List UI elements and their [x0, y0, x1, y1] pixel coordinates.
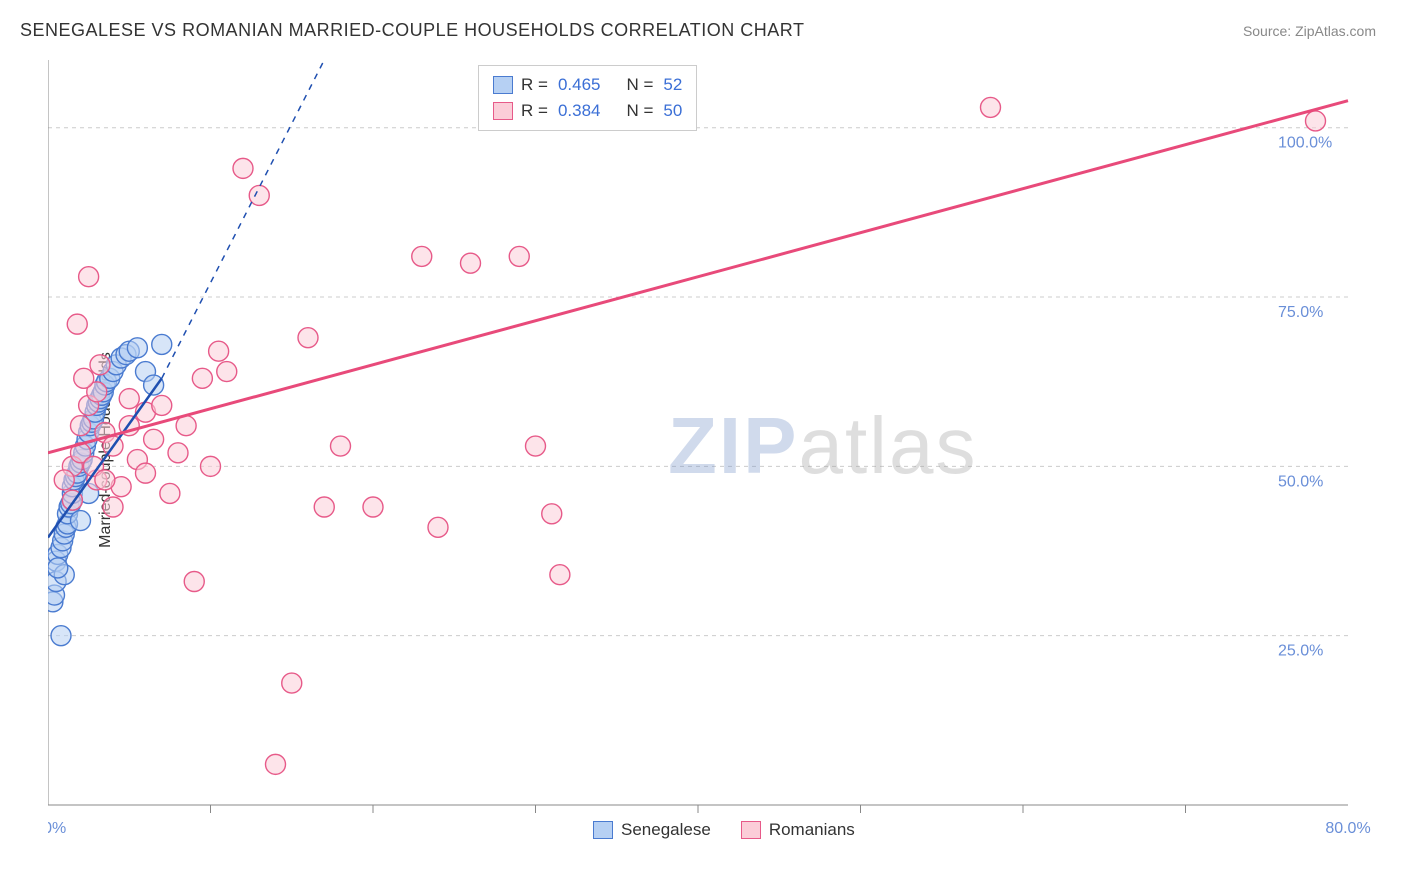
legend-n-value: 52: [663, 72, 682, 98]
legend-swatch: [493, 102, 513, 120]
chart-area: Married-couple Households 25.0%50.0%75.0…: [48, 60, 1378, 840]
legend-swatch: [593, 821, 613, 839]
svg-text:100.0%: 100.0%: [1278, 135, 1332, 152]
svg-text:80.0%: 80.0%: [1325, 820, 1370, 837]
series-legend-item: Romanians: [741, 820, 855, 840]
legend-row: R = 0.465 N = 52: [493, 72, 682, 98]
series-name: Senegalese: [621, 820, 711, 840]
series-legend-item: Senegalese: [593, 820, 711, 840]
legend-n-value: 50: [663, 98, 682, 124]
legend-row: R = 0.384 N = 50: [493, 98, 682, 124]
correlation-legend: R = 0.465 N = 52 R = 0.384 N = 50: [478, 65, 697, 131]
chart-header: SENEGALESE VS ROMANIAN MARRIED-COUPLE HO…: [0, 0, 1406, 41]
scatter-plot: 25.0% 50.0% 75.0% 100.0% 0.0% 80.0%: [48, 60, 1378, 845]
svg-text:25.0%: 25.0%: [1278, 643, 1323, 660]
series-name: Romanians: [769, 820, 855, 840]
legend-r-label: R =: [521, 72, 548, 98]
svg-text:0.0%: 0.0%: [48, 820, 66, 837]
svg-text:75.0%: 75.0%: [1278, 304, 1323, 321]
legend-n-label: N =: [626, 72, 653, 98]
svg-text:50.0%: 50.0%: [1278, 473, 1323, 490]
chart-title: SENEGALESE VS ROMANIAN MARRIED-COUPLE HO…: [20, 20, 804, 41]
source-label: Source: ZipAtlas.com: [1243, 23, 1376, 39]
legend-r-value: 0.384: [558, 98, 601, 124]
legend-n-label: N =: [626, 98, 653, 124]
legend-r-label: R =: [521, 98, 548, 124]
legend-swatch: [493, 76, 513, 94]
series-legend: Senegalese Romanians: [593, 820, 855, 840]
legend-r-value: 0.465: [558, 72, 601, 98]
legend-swatch: [741, 821, 761, 839]
